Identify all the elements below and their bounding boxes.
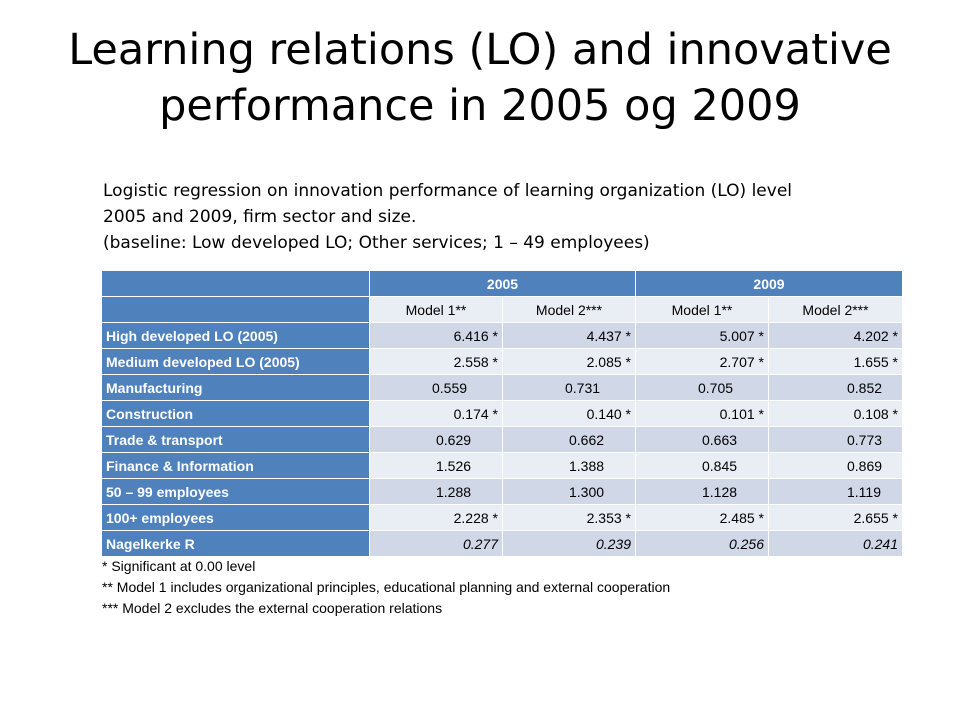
table-row: Trade & transport 0.629 0.662 0.663 0.77… (101, 426, 903, 453)
table-cell: 2.558 * (369, 348, 503, 375)
table-cell: 0.559 (369, 374, 503, 401)
table-row: Finance & Information 1.526 1.388 0.845 … (101, 452, 903, 479)
caption-line-3: (baseline: Low developed LO; Other servi… (103, 233, 650, 253)
table-cell: 0.705 (635, 374, 769, 401)
table-cell: 0.140 * (502, 400, 636, 427)
corner-cell (101, 270, 370, 297)
row-label: 50 – 99 employees (101, 478, 370, 505)
table-cell: 0.773 (768, 426, 903, 453)
title-line-1: Learning relations (LO) and innovative (68, 25, 892, 75)
table-cell: 0.239 (502, 530, 636, 557)
footnote: * Significant at 0.00 level (102, 558, 256, 574)
table-cell: 0.277 (369, 530, 503, 557)
table-cell: 0.629 (369, 426, 503, 453)
year-header-2009: 2009 (635, 270, 903, 297)
model-header: Model 1** (635, 296, 769, 323)
table-cell: 2.353 * (502, 504, 636, 531)
table-cell: 0.663 (635, 426, 769, 453)
row-label: Finance & Information (101, 452, 370, 479)
table-cell: 2.707 * (635, 348, 769, 375)
table-row: Nagelkerke R 0.277 0.239 0.256 0.241 (101, 530, 903, 557)
table-cell: 1.300 (502, 478, 636, 505)
table-cell: 1.288 (369, 478, 503, 505)
table-cell: 0.662 (502, 426, 636, 453)
model-header-row: Model 1** Model 2*** Model 1** Model 2**… (101, 296, 903, 323)
model-header: Model 1** (369, 296, 503, 323)
caption-line-1: Logistic regression on innovation perfor… (103, 181, 793, 201)
table-cell: 4.202 * (768, 322, 903, 349)
table-cell: 5.007 * (635, 322, 769, 349)
caption-line-2: 2005 and 2009, firm sector and size. (103, 207, 417, 227)
row-label: Trade & transport (101, 426, 370, 453)
table-cell: 0.108 * (768, 400, 903, 427)
table-cell: 0.256 (635, 530, 769, 557)
table-row: 50 – 99 employees 1.288 1.300 1.128 1.11… (101, 478, 903, 505)
table-cell: 0.174 * (369, 400, 503, 427)
table-cell: 2.228 * (369, 504, 503, 531)
row-label: 100+ employees (101, 504, 370, 531)
regression-table: 2005 2009 Model 1** Model 2*** Model 1**… (101, 270, 903, 557)
table-caption: Logistic regression on innovation perfor… (103, 178, 923, 256)
table-cell: 0.845 (635, 452, 769, 479)
footnote: *** Model 2 excludes the external cooper… (102, 600, 443, 616)
table-footnotes: * Significant at 0.00 level ** Model 1 i… (102, 556, 922, 619)
row-label: Medium developed LO (2005) (101, 348, 370, 375)
table-cell: 1.388 (502, 452, 636, 479)
slide-title: Learning relations (LO) and innovative p… (40, 22, 920, 134)
table-cell: 0.731 (502, 374, 636, 401)
model-header: Model 2*** (502, 296, 636, 323)
row-label: Construction (101, 400, 370, 427)
year-header-2005: 2005 (369, 270, 636, 297)
title-line-2: performance in 2005 og 2009 (159, 81, 801, 131)
row-label: Manufacturing (101, 374, 370, 401)
model-corner-cell (101, 296, 370, 323)
footnote: ** Model 1 includes organizational princ… (102, 579, 671, 595)
table-cell: 1.128 (635, 478, 769, 505)
table-cell: 2.655 * (768, 504, 903, 531)
table-row: 100+ employees 2.228 * 2.353 * 2.485 * 2… (101, 504, 903, 531)
table-row: Manufacturing 0.559 0.731 0.705 0.852 (101, 374, 903, 401)
table-cell: 2.085 * (502, 348, 636, 375)
table-cell: 0.241 (768, 530, 903, 557)
table-row: Construction 0.174 * 0.140 * 0.101 * 0.1… (101, 400, 903, 427)
table-row: Medium developed LO (2005) 2.558 * 2.085… (101, 348, 903, 375)
model-header: Model 2*** (768, 296, 903, 323)
table-cell: 1.655 * (768, 348, 903, 375)
table-cell: 4.437 * (502, 322, 636, 349)
table-cell: 0.852 (768, 374, 903, 401)
row-label: High developed LO (2005) (101, 322, 370, 349)
row-label: Nagelkerke R (101, 530, 370, 557)
table-cell: 1.526 (369, 452, 503, 479)
table-row: High developed LO (2005) 6.416 * 4.437 *… (101, 322, 903, 349)
table-cell: 1.119 (768, 478, 903, 505)
table-cell: 0.101 * (635, 400, 769, 427)
year-header-row: 2005 2009 (101, 270, 903, 297)
table-cell: 0.869 (768, 452, 903, 479)
table-cell: 6.416 * (369, 322, 503, 349)
table-cell: 2.485 * (635, 504, 769, 531)
